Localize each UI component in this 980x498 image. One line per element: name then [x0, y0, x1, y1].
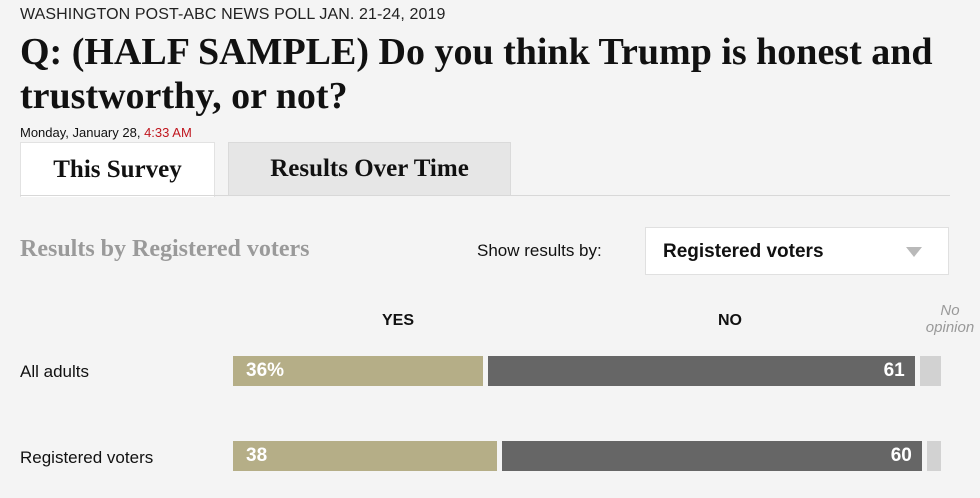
col-head-no: NO: [718, 312, 742, 329]
bar-no-opinion: [919, 356, 941, 386]
bar-value-label: 36%: [246, 360, 285, 381]
poll-kicker: WASHINGTON POST-ABC NEWS POLL JAN. 21-24…: [20, 6, 446, 23]
chevron-down-icon: [906, 247, 922, 257]
bar-yes: 38: [233, 441, 498, 471]
tab-this-survey[interactable]: This Survey: [20, 142, 215, 197]
bar-no: 60: [502, 441, 922, 471]
dateline: Monday, January 28, 4:33 AM: [20, 125, 192, 140]
bar-no: 61: [487, 356, 915, 386]
select-value: Registered voters: [663, 241, 824, 262]
time-text: 4:33 AM: [144, 125, 192, 140]
bar-value-label: 60: [890, 445, 912, 466]
show-results-label: Show results by:: [477, 241, 602, 260]
results-by-select[interactable]: Registered voters: [645, 227, 949, 275]
bar-no-opinion: [926, 441, 941, 471]
col-head-no-opinion: No opinion: [925, 302, 975, 336]
date-text: Monday, January 28,: [20, 125, 141, 140]
row-label: All adults: [20, 362, 89, 381]
bar-value-label: 38: [246, 445, 268, 466]
bar-yes: 36%: [233, 356, 483, 386]
tab-results-over-time[interactable]: Results Over Time: [228, 142, 511, 196]
row-label: Registered voters: [20, 448, 154, 467]
col-head-yes: YES: [381, 312, 415, 329]
tabs-divider: [20, 195, 950, 196]
bar-value-label: 61: [883, 360, 905, 381]
question-title: Q: (HALF SAMPLE) Do you think Trump is h…: [20, 31, 933, 117]
results-title: Results by Registered voters: [20, 236, 310, 262]
